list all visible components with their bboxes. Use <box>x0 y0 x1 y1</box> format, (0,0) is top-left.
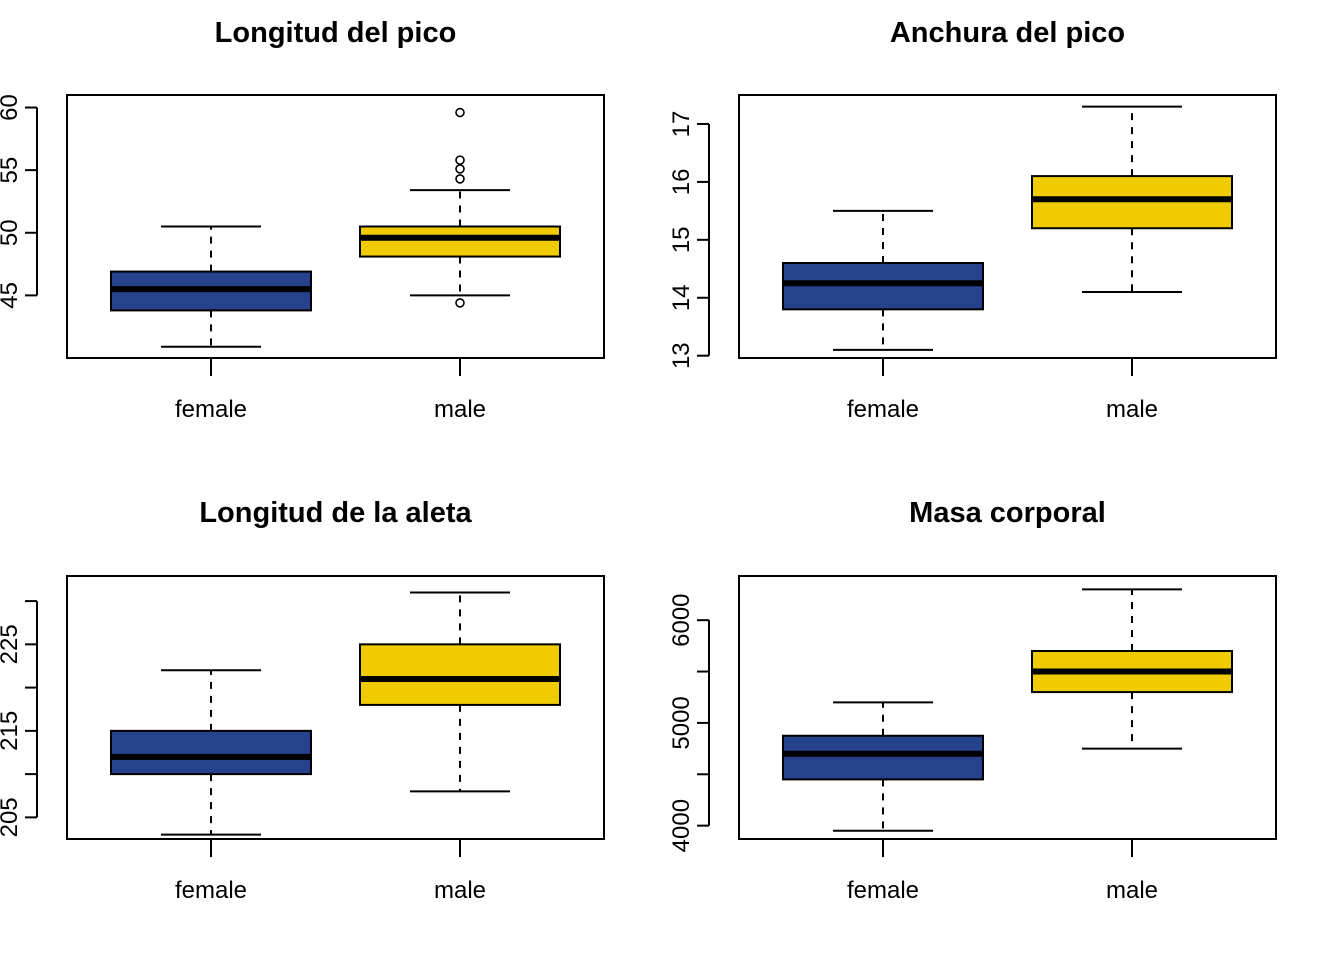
chart-panel-1: Longitud del pico 45 50 55 60 female male <box>0 17 605 423</box>
x-category-label: female <box>175 396 247 423</box>
outlier-point <box>455 174 465 184</box>
y-tick-label: 4000 <box>668 799 695 852</box>
y-tick-label: 55 <box>0 157 23 184</box>
outlier-point <box>455 164 465 174</box>
plot-frame <box>66 94 605 359</box>
iqr-box <box>782 734 984 781</box>
chart-title: Longitud del pico <box>215 17 457 49</box>
y-tick-label: 215 <box>0 711 23 751</box>
y-tick-label: 205 <box>0 797 23 837</box>
plot-frame <box>66 575 605 840</box>
chart-title: Longitud de la aleta <box>199 497 472 529</box>
y-tick-label: 6000 <box>668 593 695 646</box>
outlier-point <box>455 155 465 165</box>
y-tick-label: 14 <box>668 284 695 311</box>
box-male <box>359 591 561 793</box>
box-male <box>1031 105 1233 293</box>
plot-frame <box>738 575 1277 840</box>
iqr-box <box>110 729 312 776</box>
x-category-label: female <box>175 877 247 904</box>
x-category-label: female <box>847 877 919 904</box>
y-tick-label: 15 <box>668 226 695 253</box>
x-category-label: female <box>847 396 919 423</box>
box-female <box>782 209 984 351</box>
y-tick-label: 225 <box>0 624 23 664</box>
x-category-label: male <box>1106 396 1158 423</box>
y-tick-label: 17 <box>668 111 695 138</box>
plot-frame <box>738 94 1277 359</box>
outlier-point <box>455 298 465 308</box>
iqr-box <box>359 643 561 706</box>
box-female <box>110 669 312 836</box>
chart-title: Masa corporal <box>909 497 1106 529</box>
y-tick-label: 5000 <box>668 696 695 749</box>
iqr-box <box>359 225 561 258</box>
x-category-label: male <box>434 877 486 904</box>
chart-title: Anchura del pico <box>890 17 1125 49</box>
y-tick-label: 13 <box>668 342 695 369</box>
x-category-label: male <box>434 396 486 423</box>
x-category-label: male <box>1106 877 1158 904</box>
box-female <box>110 225 312 348</box>
chart-panel-2: Anchura del pico 13 14 15 16 17 female male <box>668 17 1277 423</box>
y-tick-label: 16 <box>668 169 695 196</box>
chart-panel-4: Masa corporal 4000 5000 6000 female male <box>668 497 1277 904</box>
box-male <box>359 107 561 308</box>
y-tick-label: 50 <box>0 219 23 246</box>
y-tick-label: 60 <box>0 94 23 121</box>
chart-panel-3: Longitud de la aleta 205 215 225 female male <box>0 497 605 904</box>
box-male <box>1031 588 1233 750</box>
outlier-point <box>455 107 465 118</box>
box-female <box>782 701 984 832</box>
y-tick-label: 45 <box>0 282 23 309</box>
